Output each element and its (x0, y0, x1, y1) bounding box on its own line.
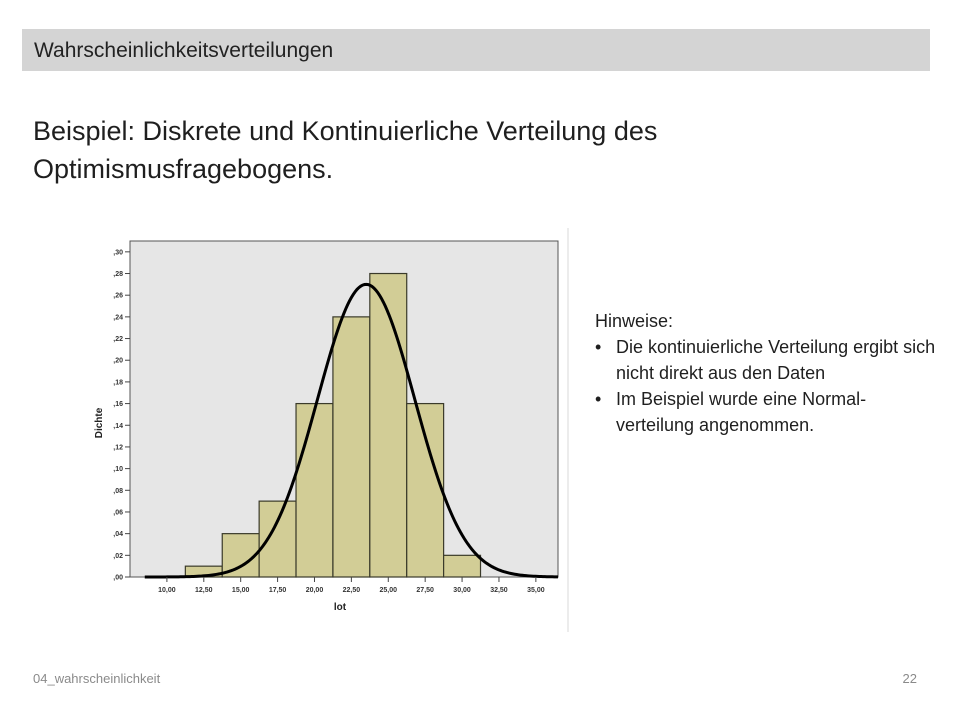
y-tick-label: ,28 (113, 271, 123, 278)
slide-title: Beispiel: Diskrete und Kontinuierliche V… (33, 116, 658, 184)
x-tick-label: 22,50 (343, 587, 361, 594)
histogram-bar (332, 316, 371, 578)
x-axis-label: lot (334, 602, 347, 613)
x-tick-label: 20,00 (306, 587, 324, 594)
y-axis-label: Dichte (94, 407, 105, 438)
y-tick-label: ,12 (113, 444, 123, 451)
slide-header-bar: Wahrscheinlichkeitsverteilungen (22, 29, 930, 71)
y-tick-label: ,10 (113, 466, 123, 473)
y-tick-label: ,20 (113, 358, 123, 365)
y-tick-label: ,14 (113, 423, 123, 430)
y-tick-label: ,18 (113, 379, 123, 386)
y-tick-label: ,04 (113, 531, 123, 538)
y-tick-label: ,30 (113, 249, 123, 256)
y-tick-label: ,24 (113, 314, 123, 321)
histogram-bar (406, 402, 445, 578)
y-tick-label: ,02 (113, 553, 123, 560)
x-tick-label: 25,00 (380, 587, 398, 594)
x-tick-label: 12,50 (195, 587, 213, 594)
notes-item: Die kontinuierliche Verteilung ergibt si… (595, 334, 940, 386)
x-tick-label: 32,50 (490, 587, 508, 594)
normal-curve (144, 282, 559, 579)
y-tick-label: ,06 (113, 509, 123, 516)
notes-item: Im Beispiel wurde eine Normal-verteilung… (595, 386, 940, 438)
histogram-bar (258, 500, 297, 578)
histogram-bar (369, 272, 408, 578)
y-tick-label: ,08 (113, 488, 123, 495)
histogram-bar (295, 402, 334, 578)
footer-filename: 04_wahrscheinlichkeit (33, 671, 161, 686)
y-tick-label: ,16 (113, 401, 123, 408)
y-tick-label: ,00 (113, 575, 123, 582)
histogram-bar (443, 554, 482, 578)
x-tick-label: 27,50 (416, 587, 434, 594)
x-tick-label: 35,00 (527, 587, 545, 594)
histogram-svg: ,00 ,02 ,04 ,06 ,08 ,10 ,12 ,14 ,16 ,18 ,20 ,22 ,24,… (94, 228, 569, 632)
y-tick-label: ,26 (113, 293, 123, 300)
x-tick-label: 17,50 (269, 587, 287, 594)
notes-heading: Hinweise: (595, 311, 674, 331)
histogram-chart: ,00 ,02 ,04 ,06 ,08 ,10 ,12 ,14 ,16 ,18 ,20 ,22 ,24,… (88, 228, 570, 632)
section-title: Wahrscheinlichkeitsverteilungen (34, 39, 334, 62)
notes-list: Die kontinuierliche Verteilung ergibt si… (595, 334, 940, 438)
notes-box: Hinweise: Die kontinuierliche Verteilung… (595, 308, 940, 438)
y-tick-label: ,22 (113, 336, 123, 343)
x-tick-label: 10,00 (158, 587, 176, 594)
page-number: 22 (902, 671, 917, 686)
x-tick-label: 15,00 (232, 587, 250, 594)
x-tick-label: 30,00 (453, 587, 471, 594)
